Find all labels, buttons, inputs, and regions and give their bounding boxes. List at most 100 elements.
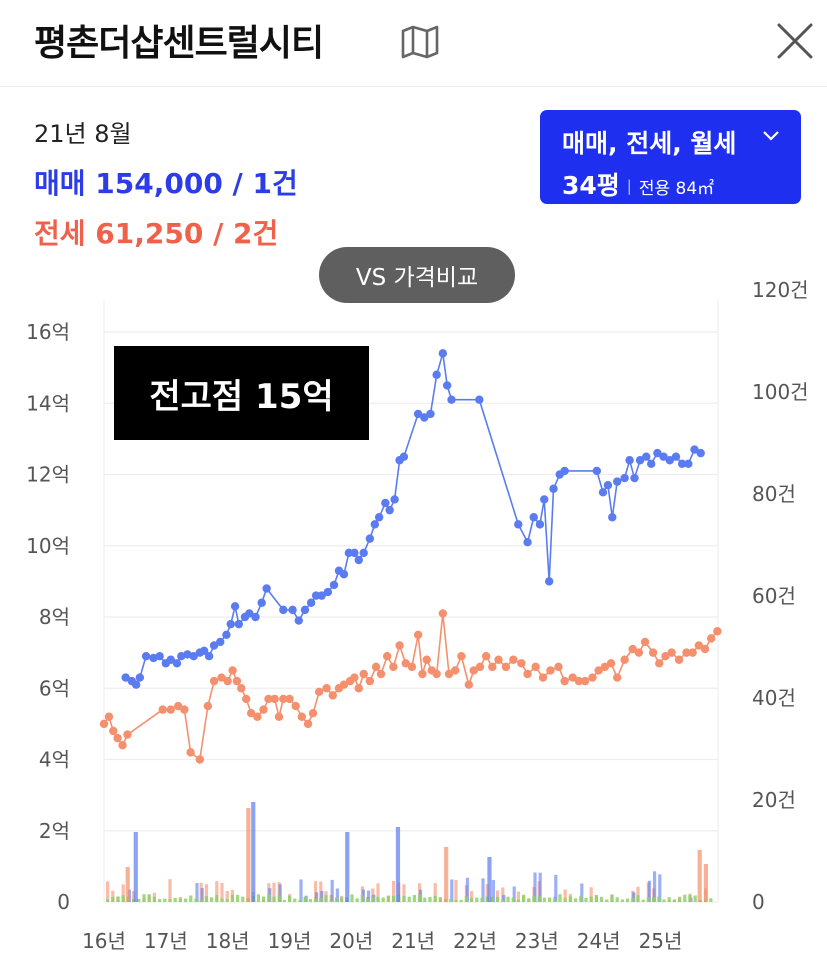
data-point-jeonse bbox=[606, 659, 616, 668]
axis-ticks: 0 2억 4억 6억 8억 10억 12억 14억 16억 0 20건 40건 60건 80건 100건 12… bbox=[26, 278, 808, 953]
volume-bar-sale bbox=[278, 884, 282, 902]
volume-bar-jeonse bbox=[454, 879, 458, 902]
data-point-sale bbox=[323, 587, 333, 597]
volume-bar-monthly bbox=[454, 899, 458, 902]
data-point-jeonse bbox=[365, 676, 375, 686]
data-point-jeonse bbox=[223, 676, 232, 686]
close-icon[interactable] bbox=[774, 20, 816, 62]
volume-bar-monthly bbox=[464, 896, 468, 902]
trade-type-label: 매매, 전세, 월세 bbox=[562, 129, 737, 158]
data-point-sale bbox=[647, 459, 656, 469]
volume-bar-sale bbox=[580, 883, 584, 902]
data-point-jeonse bbox=[509, 655, 518, 664]
data-point-sale bbox=[549, 484, 558, 493]
volume-bar-monthly bbox=[334, 897, 338, 902]
volume-bar-monthly bbox=[418, 894, 422, 902]
volume-bar-sale bbox=[502, 894, 506, 902]
data-point-sale bbox=[374, 513, 384, 522]
data-point-sale bbox=[598, 488, 608, 497]
volume-bar-monthly bbox=[678, 897, 682, 902]
volume-bar-jeonse bbox=[402, 884, 406, 902]
data-point-sale bbox=[209, 641, 219, 650]
data-point-jeonse bbox=[354, 684, 363, 693]
volume-bar-monthly bbox=[412, 895, 416, 902]
data-point-sale bbox=[432, 370, 441, 379]
data-point-jeonse bbox=[580, 676, 590, 686]
data-point-jeonse bbox=[359, 669, 368, 679]
map-icon[interactable] bbox=[400, 24, 440, 60]
data-point-jeonse bbox=[600, 662, 610, 672]
data-point-jeonse bbox=[113, 733, 122, 743]
data-point-sale bbox=[684, 459, 693, 469]
y-right-tick-label: 120건 bbox=[752, 278, 809, 302]
volume-bar-jeonse bbox=[433, 883, 437, 902]
volume-bar-monthly bbox=[277, 895, 281, 902]
volume-bar-monthly bbox=[683, 894, 687, 902]
data-point-jeonse bbox=[203, 701, 213, 711]
volume-bar-sale bbox=[658, 874, 662, 902]
volume-bar-monthly bbox=[646, 897, 650, 902]
y-left-tick-label: 6억 bbox=[39, 676, 70, 700]
data-point-jeonse bbox=[401, 659, 410, 668]
y-left-tick-label: 4억 bbox=[39, 748, 70, 772]
data-point-jeonse bbox=[475, 662, 485, 672]
volume-bar-monthly bbox=[506, 896, 510, 902]
volume-bar-spike bbox=[345, 832, 350, 902]
vs-compare-button[interactable]: VS 가격비교 bbox=[319, 247, 515, 303]
volume-bar-monthly bbox=[480, 897, 484, 902]
trade-type-filter-button[interactable]: 매매, 전세, 월세 34평 | 전용 84㎡ bbox=[540, 110, 801, 204]
data-point-sale bbox=[279, 605, 288, 615]
data-point-sale bbox=[540, 495, 549, 504]
volume-bar-monthly bbox=[594, 895, 598, 902]
volume-bar-monthly bbox=[314, 898, 318, 902]
data-point-jeonse bbox=[418, 669, 427, 679]
data-point-jeonse bbox=[259, 705, 268, 714]
volume-bar-monthly bbox=[189, 895, 193, 902]
volume-bar-monthly bbox=[610, 894, 614, 902]
data-point-sale bbox=[121, 673, 130, 682]
data-point-sale bbox=[447, 395, 456, 404]
data-point-jeonse bbox=[104, 712, 114, 721]
data-point-sale bbox=[294, 616, 303, 625]
data-point-sale bbox=[677, 459, 687, 469]
y-right-tick-label: 40건 bbox=[752, 686, 796, 710]
volume-bar-monthly bbox=[548, 897, 552, 902]
area-label: 전용 84㎡ bbox=[638, 179, 715, 199]
data-point-sale bbox=[696, 448, 705, 458]
data-point-sale bbox=[199, 646, 209, 656]
volume-bar-monthly bbox=[584, 897, 588, 902]
data-point-jeonse bbox=[422, 655, 431, 664]
x-tick-label: 23년 bbox=[515, 929, 559, 953]
data-point-jeonse bbox=[438, 609, 448, 618]
y-left-tick-label: 14억 bbox=[26, 391, 70, 415]
volume-bar-monthly bbox=[449, 898, 453, 902]
data-point-sale bbox=[230, 602, 240, 611]
volume-bar-sale bbox=[320, 890, 324, 902]
data-point-jeonse bbox=[407, 662, 417, 672]
volume-bar-monthly bbox=[709, 898, 713, 902]
separator: | bbox=[626, 177, 632, 195]
volume-bar-monthly bbox=[605, 899, 609, 902]
volume-bar-jeonse bbox=[485, 884, 489, 902]
volume-bar-monthly bbox=[371, 896, 375, 902]
data-point-jeonse bbox=[620, 655, 629, 664]
volume-bar-jeonse bbox=[121, 884, 125, 902]
data-point-sale bbox=[608, 513, 617, 522]
data-point-sale bbox=[613, 477, 622, 486]
x-tick-label: 19년 bbox=[268, 929, 312, 953]
volume-bar-monthly bbox=[667, 897, 671, 902]
volume-bar-monthly bbox=[511, 897, 515, 902]
data-point-jeonse bbox=[488, 662, 497, 672]
data-point-sale bbox=[226, 619, 235, 629]
volume-bar-monthly bbox=[142, 894, 146, 902]
volume-bar-jeonse bbox=[589, 887, 593, 902]
data-point-jeonse bbox=[118, 741, 127, 750]
volume-bar-monthly bbox=[392, 895, 396, 902]
volume-bar-monthly bbox=[600, 896, 604, 902]
data-point-jeonse bbox=[568, 673, 577, 682]
data-point-jeonse bbox=[628, 644, 637, 654]
volume-bar-monthly bbox=[324, 895, 328, 902]
data-point-jeonse bbox=[667, 648, 676, 657]
volume-bar-jeonse bbox=[314, 881, 318, 902]
data-point-sale bbox=[365, 534, 375, 543]
